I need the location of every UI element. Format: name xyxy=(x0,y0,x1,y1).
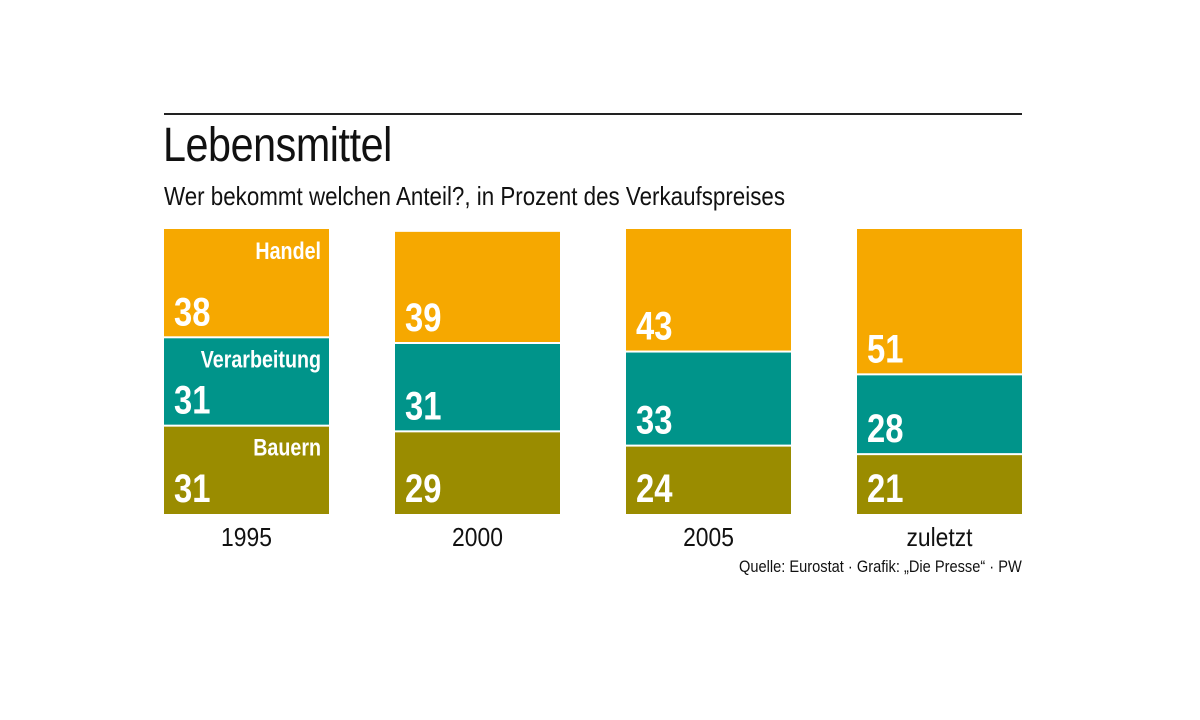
series-label-bauern: Bauern xyxy=(253,434,321,461)
value-label-bauern-2005: 24 xyxy=(636,466,673,511)
value-label-handel-2005: 43 xyxy=(636,303,672,348)
value-label-bauern-2000: 29 xyxy=(405,466,441,511)
series-label-handel: Handel xyxy=(255,237,321,264)
bar-verarbeitung-2000 xyxy=(395,343,560,432)
bar-bauern-1995 xyxy=(164,425,329,514)
value-label-handel-2000: 39 xyxy=(405,295,441,340)
source-note: Quelle: Eurostat · Grafik: „Die Presse“ … xyxy=(739,557,1022,576)
segment-divider-2000 xyxy=(395,342,560,344)
category-label-1995: 1995 xyxy=(221,524,272,553)
title-rule xyxy=(164,113,1022,115)
bar-verarbeitung-zuletzt xyxy=(857,374,1022,455)
value-label-verarbeitung-2005: 33 xyxy=(636,398,672,443)
bar-bauern-zuletzt xyxy=(857,454,1022,514)
segment-divider-1995 xyxy=(164,336,329,339)
segment-divider-zuletzt xyxy=(857,453,1022,456)
bar-handel-2005 xyxy=(626,229,791,352)
segment-divider-1995 xyxy=(164,424,329,427)
value-label-verarbeitung-2000: 31 xyxy=(405,383,441,428)
segment-divider-zuletzt xyxy=(857,373,1022,376)
value-label-bauern-1995: 31 xyxy=(174,466,210,511)
bar-verarbeitung-1995 xyxy=(164,337,329,426)
series-label-verarbeitung: Verarbeitung xyxy=(201,345,321,372)
segment-divider-2005 xyxy=(626,444,791,447)
bar-handel-2000 xyxy=(395,231,560,343)
chart-title: Lebensmittel xyxy=(163,119,392,172)
value-label-verarbeitung-zuletzt: 28 xyxy=(867,406,903,451)
value-label-handel-zuletzt: 51 xyxy=(867,326,903,371)
segment-divider-2000 xyxy=(395,430,560,433)
bar-bauern-2000 xyxy=(395,431,560,514)
category-label-2000: 2000 xyxy=(452,524,503,553)
bar-verarbeitung-2005 xyxy=(626,351,791,446)
segment-divider-2005 xyxy=(626,350,791,353)
bar-bauern-2005 xyxy=(626,445,791,514)
value-label-verarbeitung-1995: 31 xyxy=(174,378,210,423)
bar-handel-1995 xyxy=(164,229,329,338)
bar-handel-zuletzt xyxy=(857,229,1022,375)
category-label-zuletzt: zuletzt xyxy=(906,524,972,553)
value-label-bauern-zuletzt: 21 xyxy=(867,466,903,511)
value-label-handel-1995: 38 xyxy=(174,289,210,334)
category-label-2005: 2005 xyxy=(683,524,734,553)
chart-subtitle: Wer bekommt welchen Anteil?, in Prozent … xyxy=(164,181,786,211)
